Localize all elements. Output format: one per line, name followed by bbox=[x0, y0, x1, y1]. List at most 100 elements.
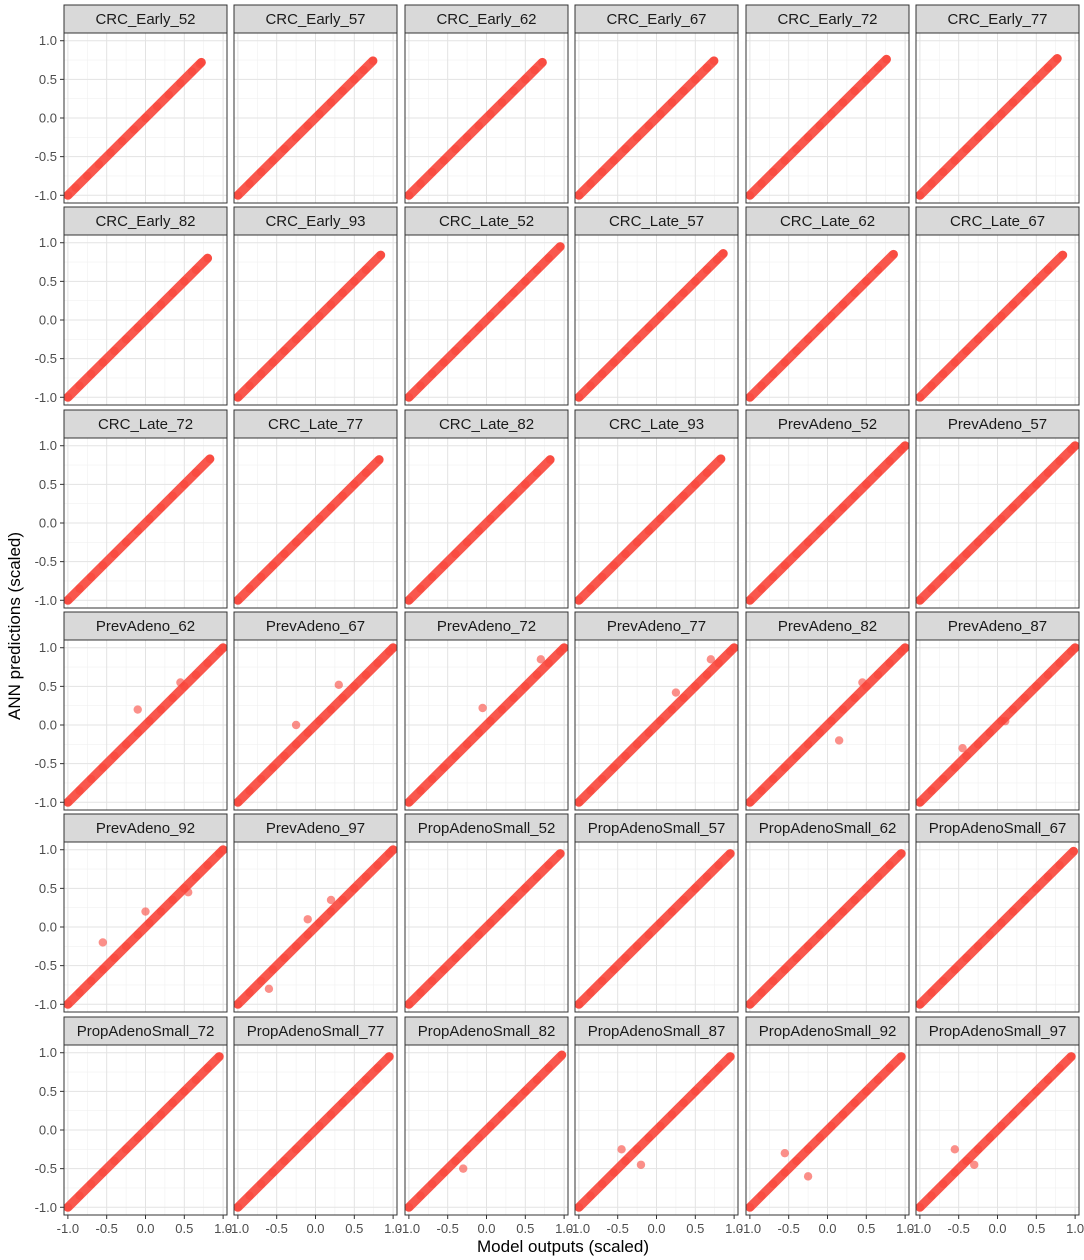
data-point bbox=[168, 491, 177, 501]
data-point bbox=[245, 1191, 254, 1200]
data-point bbox=[586, 988, 595, 997]
data-point bbox=[315, 918, 324, 928]
data-point bbox=[644, 323, 653, 332]
data-point bbox=[644, 930, 653, 939]
data-point bbox=[544, 1063, 553, 1073]
data-point bbox=[838, 705, 848, 714]
data-point bbox=[532, 670, 542, 679]
data-point bbox=[86, 976, 96, 986]
data-point bbox=[938, 976, 948, 986]
data-point bbox=[656, 311, 665, 321]
data-point bbox=[938, 572, 948, 582]
data-point bbox=[486, 514, 495, 524]
data-point bbox=[815, 323, 824, 332]
facet-strip-label: PrevAdeno_67 bbox=[266, 618, 365, 635]
data-point bbox=[632, 335, 642, 344]
facet-strip bbox=[745, 813, 910, 843]
facet-panel: CRC_Early_93 bbox=[233, 206, 398, 406]
data-point bbox=[985, 121, 994, 130]
data-point bbox=[233, 393, 243, 402]
data-point bbox=[597, 976, 607, 986]
data-point bbox=[451, 953, 460, 963]
data-point bbox=[586, 786, 595, 795]
data-point bbox=[268, 763, 278, 772]
x-tick-label: -1.0 bbox=[568, 1221, 590, 1236]
data-point bbox=[574, 798, 584, 807]
data-point bbox=[486, 109, 495, 119]
facet-panel: CRC_Early_77 bbox=[915, 4, 1080, 204]
data-point bbox=[83, 171, 92, 181]
data-point bbox=[63, 393, 73, 402]
data-point bbox=[106, 148, 115, 157]
data-point bbox=[168, 288, 177, 298]
x-tick-label: -0.5 bbox=[947, 1221, 969, 1236]
data-point bbox=[156, 503, 166, 512]
data-point bbox=[303, 915, 312, 924]
data-point bbox=[1043, 468, 1053, 477]
data-point bbox=[427, 167, 437, 177]
data-point bbox=[768, 774, 778, 784]
data-point bbox=[574, 393, 584, 402]
data-point bbox=[745, 191, 755, 200]
facet-panel: PrevAdeno_87 bbox=[915, 611, 1080, 811]
facet-strip-label: CRC_Late_57 bbox=[609, 213, 704, 230]
data-point bbox=[656, 514, 665, 524]
data-point bbox=[404, 798, 414, 807]
facet-panel: CRC_Late_77 bbox=[233, 409, 398, 609]
data-point bbox=[145, 514, 154, 524]
data-point bbox=[679, 1098, 688, 1108]
data-point bbox=[350, 75, 359, 84]
data-point bbox=[757, 381, 766, 390]
data-point bbox=[927, 1191, 936, 1200]
data-point bbox=[745, 1203, 755, 1212]
data-point bbox=[361, 1075, 371, 1084]
data-point bbox=[621, 751, 630, 761]
data-point bbox=[827, 1121, 836, 1131]
data-point bbox=[291, 720, 301, 730]
data-point bbox=[168, 1098, 177, 1108]
data-point bbox=[451, 549, 460, 559]
data-point bbox=[497, 907, 507, 916]
data-point bbox=[462, 335, 472, 344]
data-point bbox=[427, 774, 437, 784]
data-point bbox=[256, 369, 266, 379]
data-point bbox=[361, 468, 371, 477]
facet-strip bbox=[233, 611, 398, 641]
facet-panel: CRC_Early_67 bbox=[574, 4, 739, 204]
facet-panel: CRC_Early_62 bbox=[404, 4, 569, 204]
data-point bbox=[110, 549, 119, 559]
x-tick-label: 0.0 bbox=[647, 1221, 665, 1236]
data-point bbox=[474, 121, 483, 130]
data-point bbox=[451, 346, 460, 356]
data-point bbox=[486, 918, 495, 928]
data-point bbox=[1008, 503, 1018, 512]
data-point bbox=[973, 538, 983, 547]
data-point bbox=[1070, 441, 1080, 450]
y-tick-label: 0.5 bbox=[39, 72, 57, 87]
data-point bbox=[338, 693, 347, 703]
data-point bbox=[827, 716, 836, 726]
facet-strip bbox=[63, 409, 228, 439]
data-point bbox=[962, 549, 971, 559]
data-point bbox=[291, 538, 301, 547]
data-point bbox=[973, 1145, 983, 1154]
panel-border bbox=[745, 234, 910, 406]
facet-strip-label: CRC_Early_72 bbox=[777, 11, 877, 28]
data-point bbox=[326, 503, 336, 512]
data-point bbox=[1008, 907, 1018, 916]
data-point bbox=[197, 58, 206, 67]
panel-border bbox=[233, 32, 398, 204]
data-point bbox=[497, 300, 507, 309]
data-point bbox=[656, 1121, 665, 1131]
data-point bbox=[145, 918, 154, 928]
facet-panel: PropAdenoSmall_52 bbox=[404, 813, 569, 1013]
data-point bbox=[597, 167, 607, 177]
data-point bbox=[75, 988, 84, 997]
data-point bbox=[927, 179, 936, 188]
data-point bbox=[557, 1050, 566, 1060]
data-point bbox=[768, 1179, 778, 1189]
data-point bbox=[338, 895, 347, 905]
data-point bbox=[98, 1168, 108, 1177]
data-point bbox=[315, 716, 324, 726]
data-point bbox=[1067, 1052, 1076, 1061]
